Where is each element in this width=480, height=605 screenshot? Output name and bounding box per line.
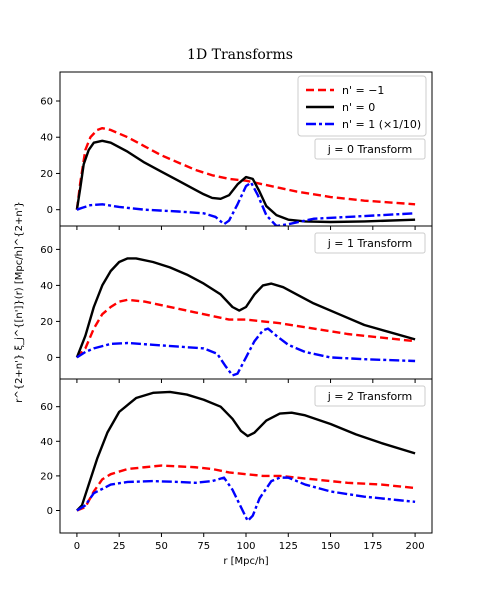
series-line-0-2: [76, 181, 416, 226]
series-line-2-0: [76, 464, 416, 512]
x-tick-label: 200: [406, 541, 425, 552]
x-tick-label: 75: [197, 541, 210, 552]
y-tick-label: 0: [47, 353, 53, 364]
y-tick-label: 40: [40, 133, 53, 144]
x-tick-label: 0: [74, 541, 80, 552]
axis-labels: r [Mpc/h] r^{2+n'} ξ_j^{[n']}(r) [Mpc/h]^…: [14, 201, 269, 567]
transform-label: j = 1 Transform: [314, 232, 426, 254]
panel-0: 0 20 40 60 j = 0 Transform: [40, 71, 433, 230]
y-tick-label: 60: [40, 402, 53, 413]
x-tick-label: 150: [321, 541, 340, 552]
transform-label-box: [314, 385, 426, 407]
transform-label-text: j = 1 Transform: [327, 237, 412, 250]
transform-label-text: j = 2 Transform: [327, 390, 412, 403]
series-line-1-0: [76, 298, 416, 359]
legend-label-2: n' = 1 (×1/10): [342, 118, 421, 131]
legend-label-0: n' = −1: [342, 84, 384, 97]
y-axis-label: r^{2+n'} ξ_j^{[n']}(r) [Mpc/h]^{2+n'}: [14, 201, 25, 403]
panels-layer: 0 20 40 60 j = 0 Transform 0 20 40 60 j = 1 Trans…: [40, 71, 433, 552]
legend-label-1: n' = 0: [342, 101, 375, 114]
series-line-1-1: [75, 257, 416, 358]
y-tick-label: 20: [40, 169, 53, 180]
series-line-2-2: [76, 476, 416, 523]
y-tick-label: 60: [40, 96, 53, 107]
y-tick-label: 40: [40, 437, 53, 448]
transform-label-box: [314, 232, 426, 254]
x-tick-label: 125: [279, 541, 298, 552]
series-line-2-1: [76, 390, 416, 512]
y-tick-label: 60: [40, 245, 53, 256]
y-tick-label: 0: [47, 205, 53, 216]
transform-label: j = 2 Transform: [314, 385, 426, 407]
x-tick-label: 100: [236, 541, 255, 552]
chart-title: 1D Transforms: [187, 47, 293, 63]
legend: n' = −1 n' = 0 n' = 1 (×1/10): [297, 75, 427, 137]
x-axis-label: r [Mpc/h]: [223, 556, 268, 567]
series-line-0-1: [75, 139, 416, 224]
transform-label-text: j = 0 Transform: [327, 143, 412, 156]
y-tick-label: 20: [40, 471, 53, 482]
panel-2: 0 20 40 60 j = 2 Transform: [40, 378, 433, 537]
y-tick-label: 20: [40, 317, 53, 328]
series-line-1-2: [76, 327, 416, 377]
panel-1: 0 20 40 60 j = 1 Transform: [40, 225, 433, 383]
y-tick-label: 40: [40, 281, 53, 292]
transform-label: j = 0 Transform: [314, 138, 426, 160]
x-tick-label: 175: [363, 541, 382, 552]
series-line-0-0: [75, 126, 416, 210]
y-tick-label: 0: [47, 506, 53, 517]
x-tick-label: 50: [155, 541, 168, 552]
x-tick-label: 25: [113, 541, 126, 552]
transform-label-box: [314, 138, 426, 160]
